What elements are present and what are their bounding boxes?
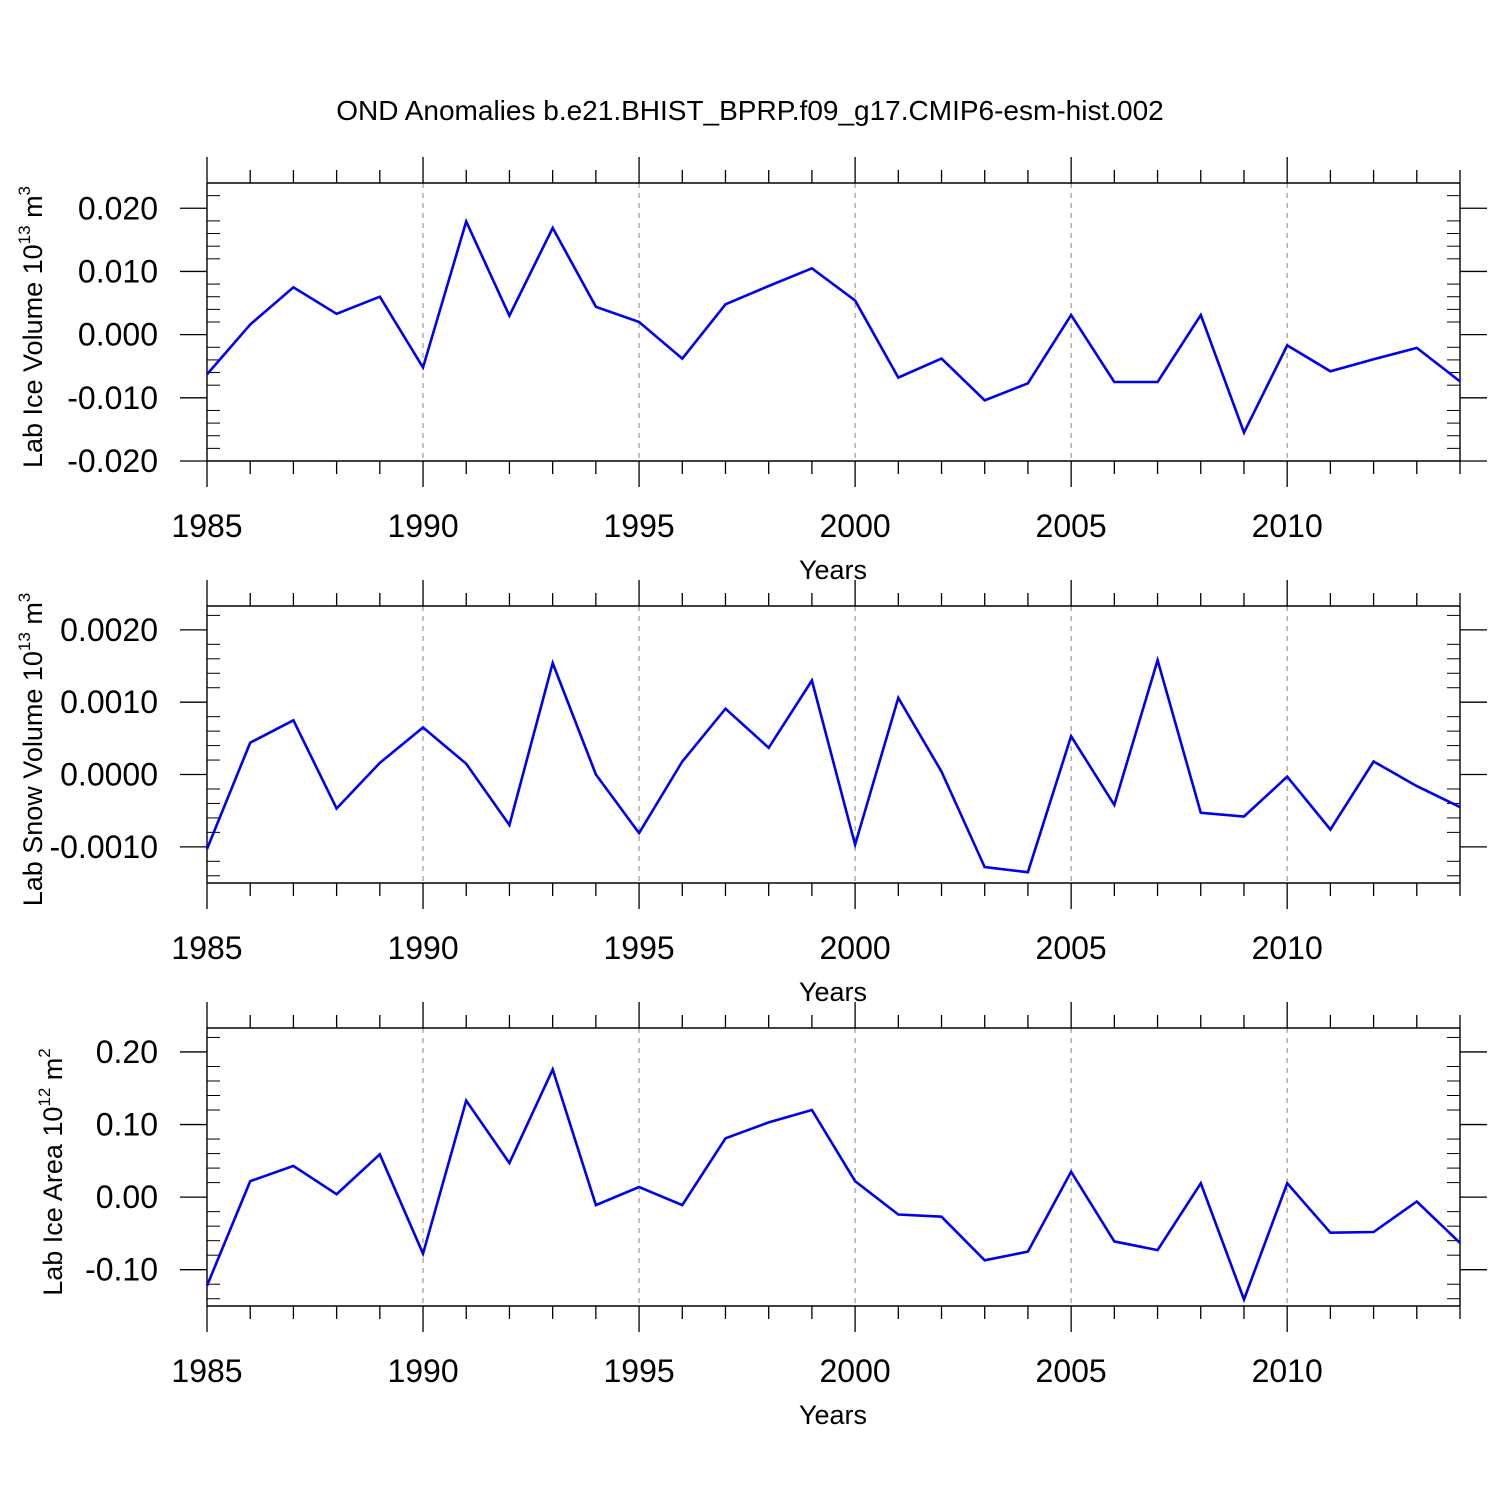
y-axis-label-main: Lab Snow Volume 10 xyxy=(18,651,48,906)
x-axis-label: Years xyxy=(799,1400,867,1430)
y-axis-label-unit-exponent: 2 xyxy=(35,1048,54,1057)
x-tick-label: 1985 xyxy=(171,1353,242,1389)
series-line xyxy=(205,1065,1461,1304)
y-axis-label-main: Lab Ice Area 10 xyxy=(38,1107,68,1296)
y-tick-label: -0.0010 xyxy=(49,829,158,865)
x-tick-label: 1995 xyxy=(603,508,674,544)
y-axis-label-exponent: 12 xyxy=(35,1088,54,1107)
y-tick-label: 0.20 xyxy=(96,1034,158,1070)
chart-panel-1: -0.020 -0.010 0.000 0.010 0.020 1985 1990 1995 2… xyxy=(15,157,1487,585)
y-tick-label: -0.10 xyxy=(85,1252,158,1288)
y-tick-label: -0.020 xyxy=(67,443,158,479)
y-axis-label-unit: m xyxy=(18,195,48,225)
y-axis-label: Lab Ice Area 1012 m2 xyxy=(35,1048,68,1296)
chart-title: OND Anomalies b.e21.BHIST_BPRP.f09_g17.C… xyxy=(336,95,1163,126)
x-tick-label: 1990 xyxy=(387,508,458,544)
x-axis-label: Years xyxy=(799,555,867,585)
y-tick-label: 0.10 xyxy=(96,1107,158,1143)
x-tick-label: 2000 xyxy=(820,1353,891,1389)
x-tick-label: 2000 xyxy=(820,930,891,966)
x-tick-label: 1995 xyxy=(603,930,674,966)
x-tick-label: 2005 xyxy=(1036,508,1107,544)
x-tick-label: 2005 xyxy=(1036,930,1107,966)
y-tick-label: 0.020 xyxy=(78,190,158,226)
x-tick-label: 1990 xyxy=(387,1353,458,1389)
x-tick-label: 1990 xyxy=(387,930,458,966)
x-tick-label: 1995 xyxy=(603,1353,674,1389)
x-tick-label: 2010 xyxy=(1252,508,1323,544)
y-axis-label: Lab Ice Volume 1013 m3 xyxy=(15,186,48,468)
y-tick-label: 0.0020 xyxy=(60,612,158,648)
series-line xyxy=(206,217,1461,436)
y-axis-label-unit-exponent: 3 xyxy=(15,186,34,195)
y-tick-label: 0.010 xyxy=(78,253,158,289)
y-tick-label: -0.010 xyxy=(67,380,158,416)
y-axis-label-unit-exponent: 3 xyxy=(15,593,34,602)
x-axis-label: Years xyxy=(799,977,867,1007)
x-tick-label: 1985 xyxy=(171,508,242,544)
x-tick-label: 2000 xyxy=(820,508,891,544)
y-tick-label: 0.0010 xyxy=(60,684,158,720)
x-tick-label: 1985 xyxy=(171,930,242,966)
y-axis-label-main: Lab Ice Volume 10 xyxy=(18,244,48,468)
y-tick-label: 0.000 xyxy=(78,317,158,353)
chart-panel-3: -0.10 0.00 0.10 0.20 1985 1990 1995 2000 2005 201… xyxy=(35,1002,1487,1430)
y-axis-label: Lab Snow Volume 1013 m3 xyxy=(15,593,48,907)
panels: -0.020 -0.010 0.000 0.010 0.020 1985 1990 1995 2… xyxy=(15,157,1487,1430)
x-tick-label: 2010 xyxy=(1252,930,1323,966)
y-axis-label-unit: m xyxy=(18,602,48,632)
y-axis-label-exponent: 13 xyxy=(15,225,34,244)
y-axis-label-unit: m xyxy=(38,1058,68,1088)
chart-panel-2: -0.0010 0.0000 0.0010 0.0020 1985 1990 1995 200… xyxy=(15,580,1487,1007)
x-tick-label: 2005 xyxy=(1036,1353,1107,1389)
x-tick-label: 2010 xyxy=(1252,1353,1323,1389)
series-line xyxy=(205,655,1461,874)
y-tick-label: 0.00 xyxy=(96,1179,158,1215)
y-tick-label: 0.0000 xyxy=(60,757,158,793)
y-axis-label-exponent: 13 xyxy=(15,632,34,651)
